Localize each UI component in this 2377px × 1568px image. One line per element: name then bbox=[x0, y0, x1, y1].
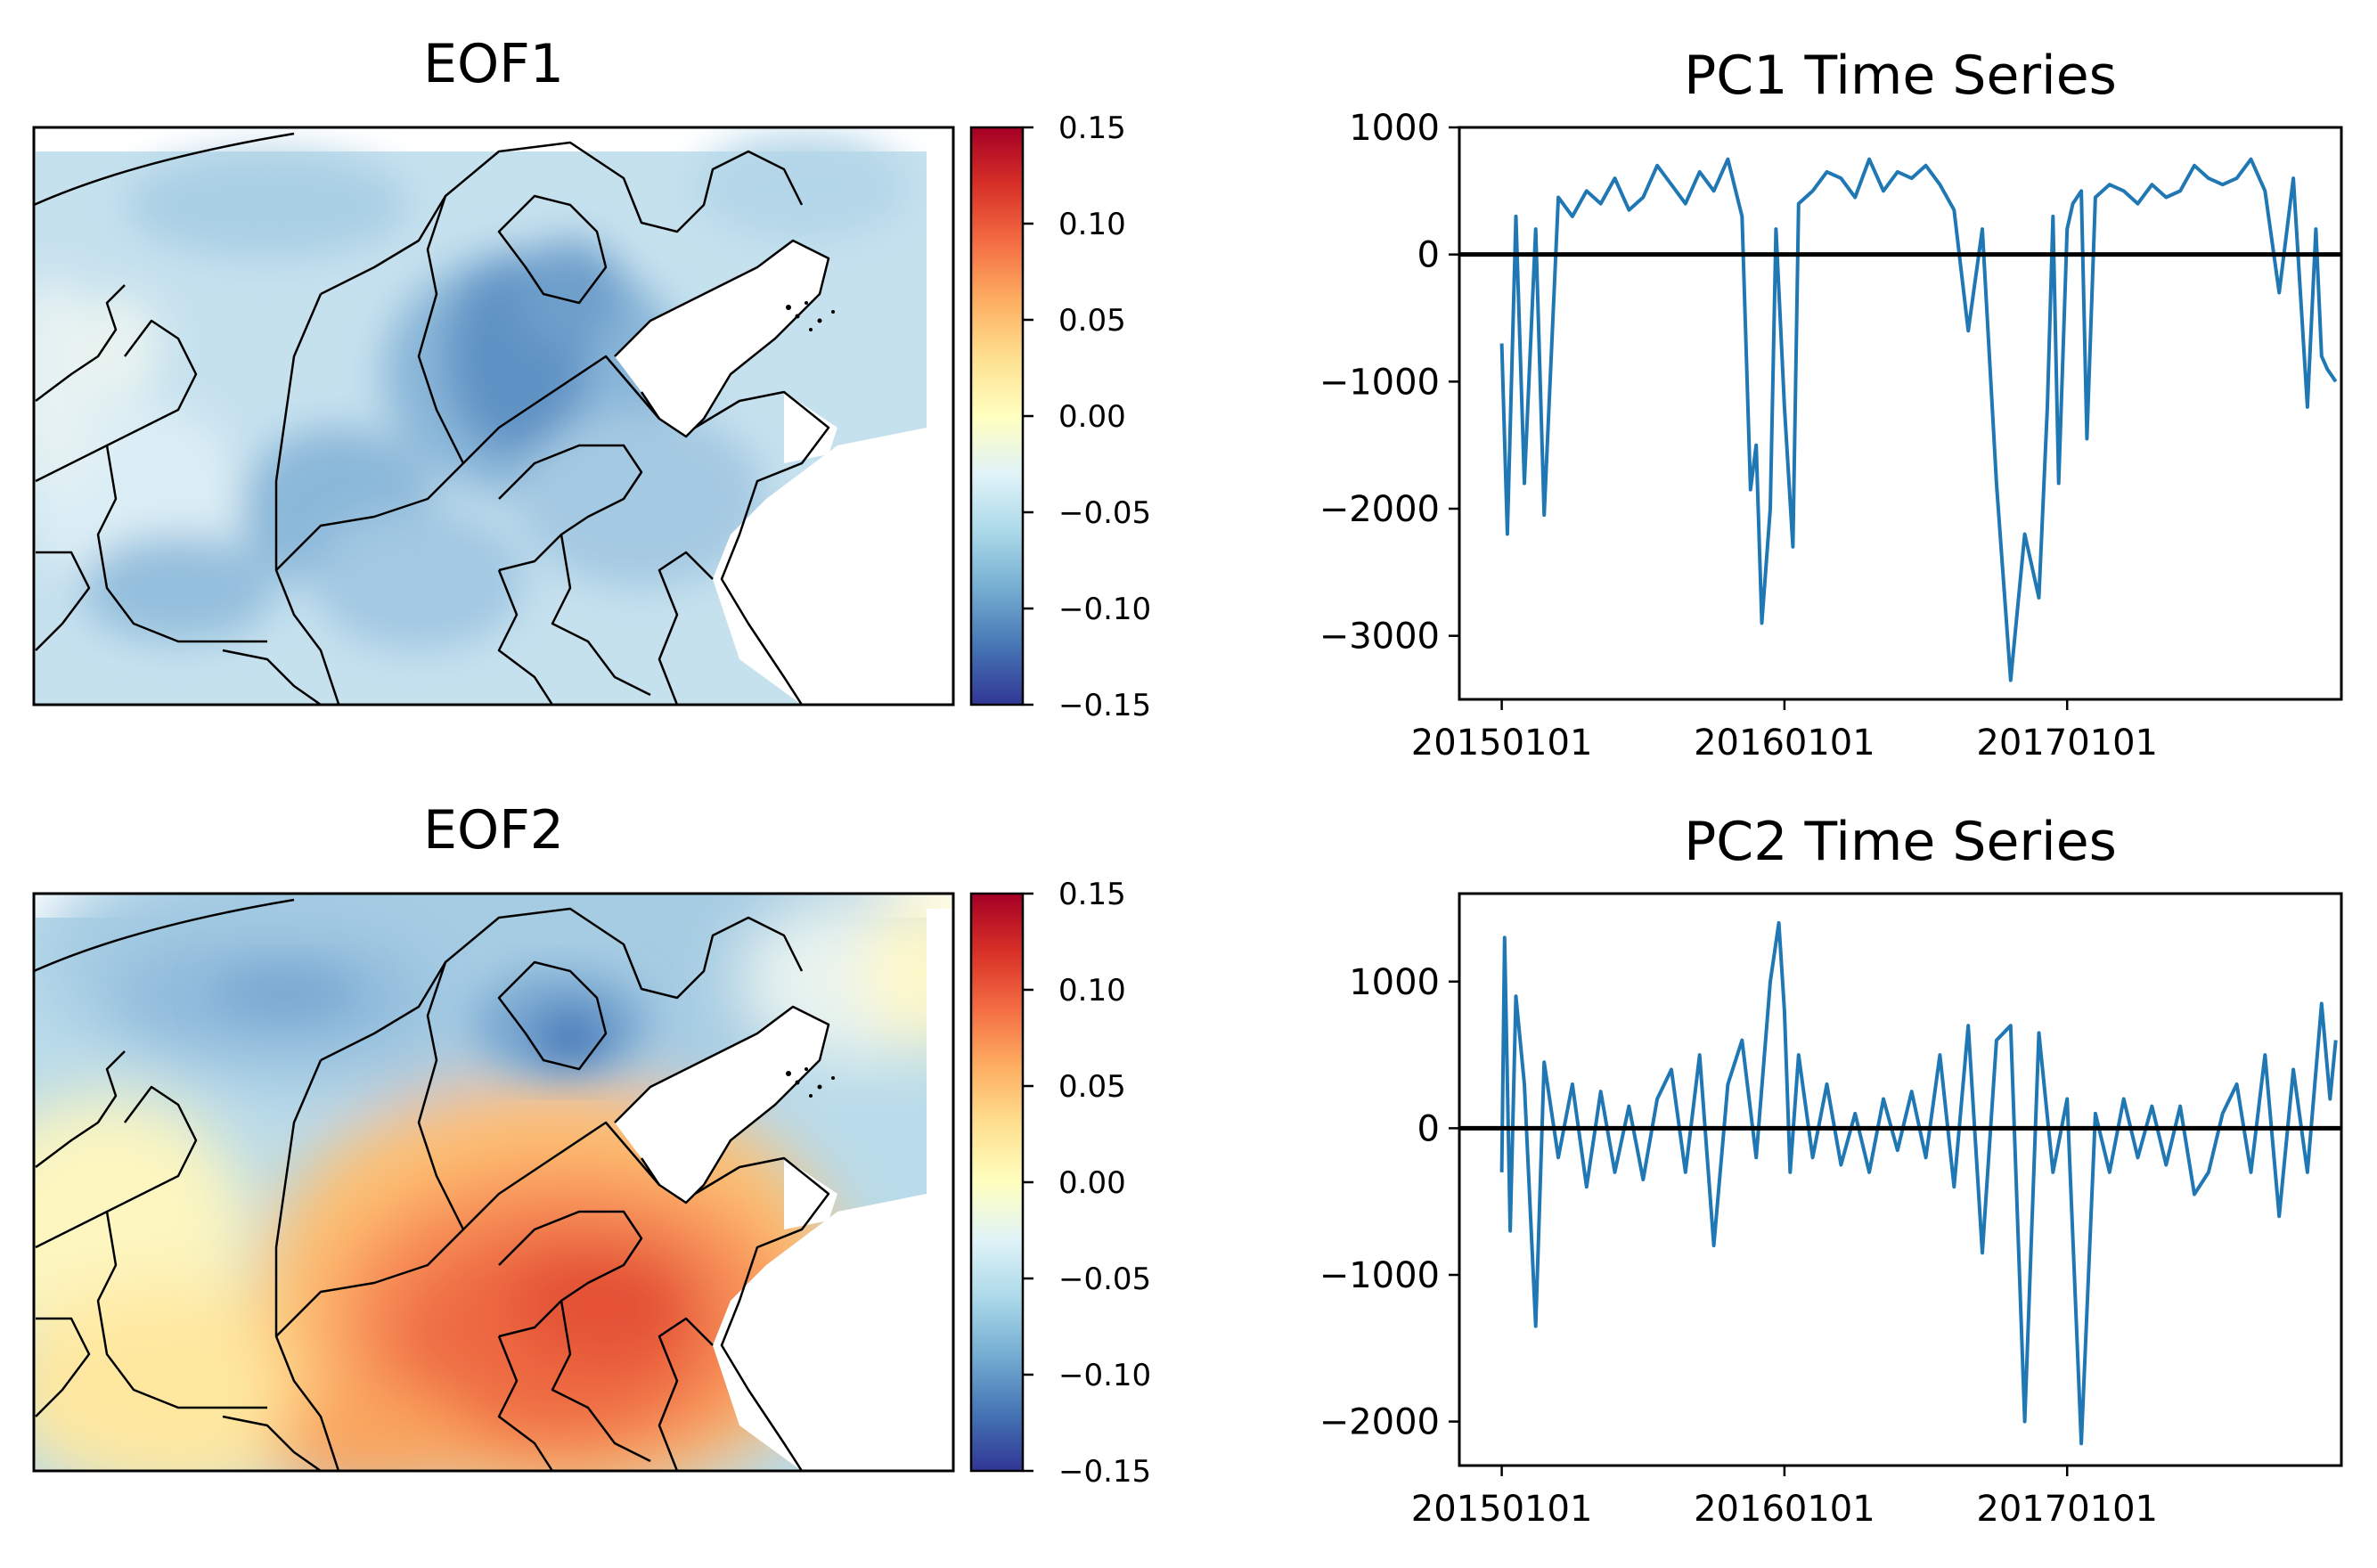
colorbar-tick-label: 0.15 bbox=[1058, 110, 1126, 146]
colorbar-tick-label: −0.15 bbox=[1058, 1454, 1151, 1490]
pc1-ytick-label: 0 bbox=[1417, 235, 1440, 276]
pc1-xtick-label: 20160101 bbox=[1694, 723, 1875, 764]
eof1-colorbar: 0.15 0.10 0.05 0.00 −0.05 −0.10 −0.15 bbox=[969, 110, 1151, 723]
eof1-title: EOF1 bbox=[423, 33, 564, 95]
colorbar-tick-label: −0.10 bbox=[1058, 592, 1151, 627]
eof2-panel: EOF2 bbox=[32, 799, 1151, 1490]
pc1-ytick-label: −2000 bbox=[1319, 489, 1440, 530]
pc1-ytick-label: −1000 bbox=[1319, 362, 1440, 403]
eof2-title: EOF2 bbox=[423, 799, 564, 862]
colorbar-tick-label: 0.05 bbox=[1058, 303, 1126, 339]
pc1-ytick-label: −3000 bbox=[1319, 617, 1440, 657]
colorbar-tick-label: −0.05 bbox=[1058, 1262, 1151, 1297]
colorbar-tick-label: 0.00 bbox=[1058, 1165, 1126, 1201]
pc2-xtick-label: 20150101 bbox=[1411, 1489, 1593, 1530]
pc2-xtick-label: 20170101 bbox=[1976, 1489, 2158, 1530]
eof1-panel: EOF1 bbox=[32, 33, 1151, 723]
eof2-colorbar: 0.15 0.10 0.05 0.00 −0.05 −0.10 −0.15 bbox=[969, 877, 1151, 1490]
colorbar-tick-label: −0.10 bbox=[1058, 1358, 1151, 1393]
colorbar-tick-label: 0.05 bbox=[1058, 1069, 1126, 1105]
pc2-xtick-label: 20160101 bbox=[1694, 1489, 1875, 1530]
pc1-series-line bbox=[1499, 157, 2338, 682]
pc2-ytick-label: −2000 bbox=[1319, 1402, 1440, 1443]
pc1-xtick-label: 20150101 bbox=[1411, 723, 1593, 764]
eof1-field bbox=[34, 127, 953, 705]
pc2-ytick-label: 1000 bbox=[1349, 962, 1440, 1003]
colorbar-tick-label: 0.15 bbox=[1058, 877, 1126, 912]
pc2-title: PC2 Time Series bbox=[1684, 811, 2117, 873]
eof2-field bbox=[34, 894, 953, 1471]
pc2-ytick-label: 0 bbox=[1417, 1108, 1440, 1149]
colorbar-tick-label: 0.00 bbox=[1058, 399, 1126, 435]
pc2-panel: PC2 Time Series 1000 0 −1000 −2000 20150101 2… bbox=[1319, 811, 2343, 1530]
colorbar-tick-label: 0.10 bbox=[1058, 973, 1126, 1009]
pc2-ytick-label: −1000 bbox=[1319, 1255, 1440, 1296]
pc1-title: PC1 Time Series bbox=[1684, 45, 2117, 107]
pc1-xtick-label: 20170101 bbox=[1976, 723, 2158, 764]
pc2-series-line bbox=[1499, 920, 2338, 1446]
pc1-panel: PC1 Time Series 1000 0 −1000 −2000 −3000 2015… bbox=[1319, 45, 2343, 764]
colorbar-tick-label: −0.05 bbox=[1058, 495, 1151, 531]
pc1-ytick-label: 1000 bbox=[1349, 108, 1440, 149]
colorbar-tick-label: −0.15 bbox=[1058, 688, 1151, 723]
colorbar-tick-label: 0.10 bbox=[1058, 207, 1126, 242]
